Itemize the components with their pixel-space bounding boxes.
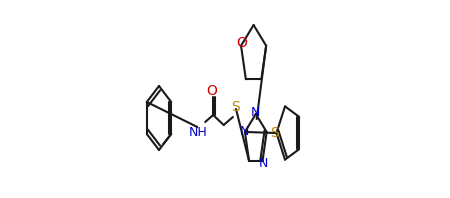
Text: O: O [206, 84, 217, 98]
Text: N: N [251, 106, 261, 118]
Text: N: N [239, 126, 249, 138]
Text: N: N [259, 157, 268, 169]
Text: NH: NH [189, 127, 208, 140]
Text: O: O [237, 36, 248, 50]
Text: S: S [270, 126, 279, 140]
Text: S: S [232, 100, 240, 114]
